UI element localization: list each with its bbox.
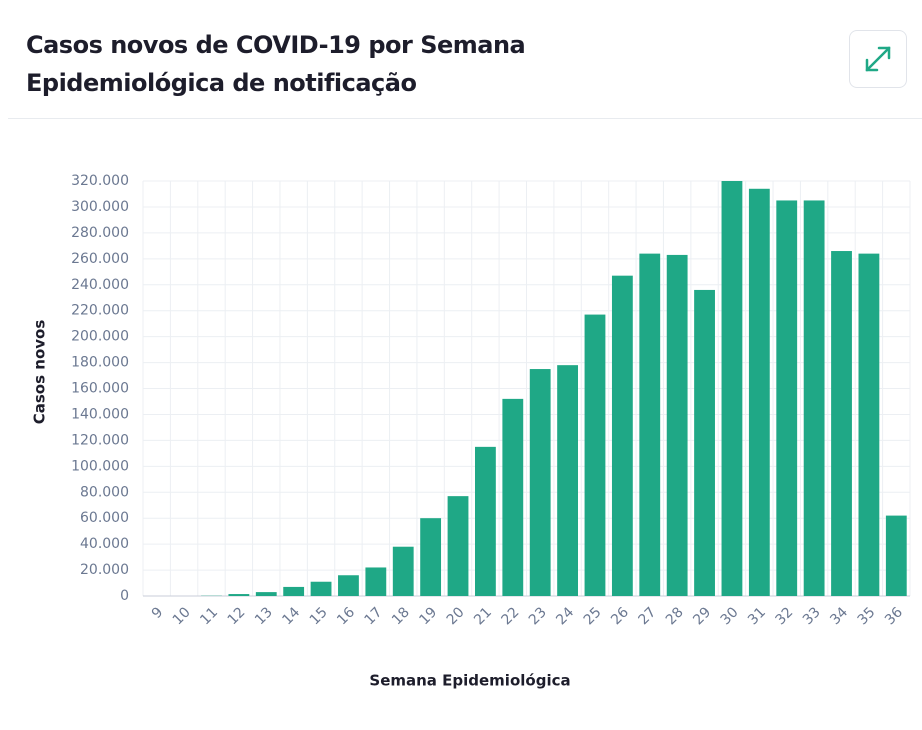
x-axis-label: Semana Epidemiológica xyxy=(369,672,570,690)
x-tick-label: 29 xyxy=(690,604,714,628)
x-tick-label: 36 xyxy=(882,604,906,628)
y-tick-label: 160.000 xyxy=(71,381,129,397)
x-tick-label: 26 xyxy=(608,604,632,628)
x-tick-label: 32 xyxy=(772,604,796,628)
y-tick-label: 20.000 xyxy=(80,562,129,578)
x-tick-label: 15 xyxy=(307,604,331,628)
bar xyxy=(557,365,578,596)
bar xyxy=(338,575,359,596)
separator xyxy=(8,118,922,119)
x-tick-label: 27 xyxy=(636,604,660,628)
bar xyxy=(283,586,305,596)
y-tick-label: 60.000 xyxy=(80,510,129,526)
y-tick-label: 200.000 xyxy=(71,329,129,345)
x-tick-label: 10 xyxy=(170,604,194,628)
bar xyxy=(694,289,715,596)
x-tick-label: 12 xyxy=(225,604,249,628)
y-tick-label: 180.000 xyxy=(71,355,129,371)
x-tick-label: 14 xyxy=(279,604,303,628)
y-tick-label: 40.000 xyxy=(80,536,129,552)
x-tick-label: 22 xyxy=(499,604,523,628)
y-tick-label: 260.000 xyxy=(71,251,129,267)
bar xyxy=(228,594,250,596)
x-tick-label: 30 xyxy=(718,604,742,628)
x-tick-label: 31 xyxy=(745,604,769,628)
x-tick-label: 34 xyxy=(827,604,851,628)
x-tick-label: 20 xyxy=(444,604,468,628)
bar xyxy=(885,515,907,596)
y-tick-label: 120.000 xyxy=(71,432,129,448)
bar xyxy=(529,369,551,596)
bar xyxy=(310,581,332,596)
bar xyxy=(447,496,469,596)
bar xyxy=(803,200,825,596)
x-tick-label: 19 xyxy=(416,604,440,628)
bar xyxy=(666,254,688,596)
y-tick-label: 300.000 xyxy=(71,199,129,215)
bar xyxy=(584,314,606,596)
bar xyxy=(748,188,770,596)
bar xyxy=(502,398,524,596)
expand-icon xyxy=(865,46,891,72)
y-tick-label: 140.000 xyxy=(71,406,129,422)
expand-button[interactable] xyxy=(849,30,907,88)
y-tick-label: 240.000 xyxy=(71,277,129,293)
y-tick-label: 280.000 xyxy=(71,225,129,241)
bar xyxy=(639,253,661,596)
bar xyxy=(776,200,798,596)
x-tick-label: 21 xyxy=(471,604,495,628)
bar xyxy=(475,446,496,596)
x-tick-label: 24 xyxy=(553,604,577,628)
bar xyxy=(611,275,633,596)
x-tick-label: 33 xyxy=(800,604,824,628)
x-tick-label: 11 xyxy=(197,604,221,628)
y-tick-label: 100.000 xyxy=(71,458,129,474)
x-tick-label: 28 xyxy=(663,604,687,628)
x-tick-label: 9 xyxy=(149,604,167,622)
bar xyxy=(365,567,387,596)
y-tick-label: 80.000 xyxy=(80,484,129,500)
chart-title: Casos novos de COVID-19 por Semana Epide… xyxy=(26,31,526,97)
x-tick-label: 35 xyxy=(855,604,879,628)
bar xyxy=(831,251,852,596)
y-tick-label: 320.000 xyxy=(71,173,129,189)
y-tick-label: 220.000 xyxy=(71,303,129,319)
bar xyxy=(392,546,414,596)
x-tick-label: 17 xyxy=(362,604,386,628)
bar xyxy=(255,592,277,596)
x-tick-label: 18 xyxy=(389,604,413,628)
x-tick-label: 25 xyxy=(581,604,605,628)
x-tick-label: 13 xyxy=(252,604,276,628)
bar xyxy=(858,253,880,596)
x-tick-label: 16 xyxy=(334,604,358,628)
x-tick-label: 23 xyxy=(526,604,550,628)
y-axis-label: Casos novos xyxy=(31,320,49,425)
bar xyxy=(721,181,743,596)
y-tick-label: 0 xyxy=(120,588,129,604)
bar xyxy=(420,518,442,596)
